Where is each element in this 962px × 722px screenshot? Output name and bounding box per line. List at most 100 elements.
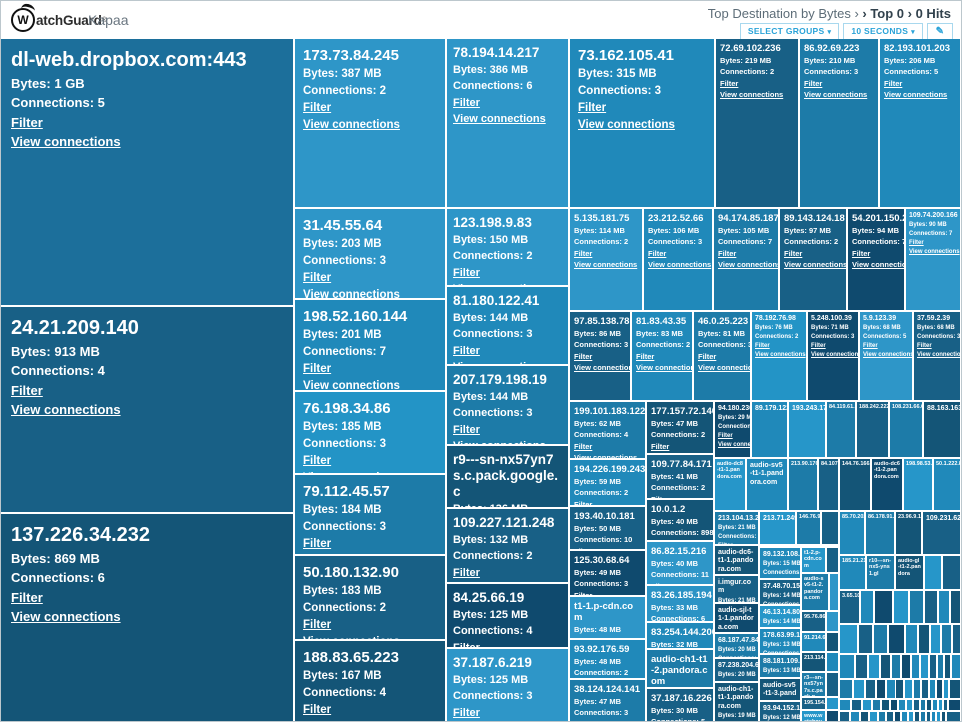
cell-view-connections-link[interactable]: View connections <box>453 438 546 444</box>
cell-filter-link[interactable]: Filter <box>811 343 826 350</box>
treemap-cell[interactable]: r3---sn-nx57yn7s.c.pack.g <box>802 673 825 696</box>
treemap-cell[interactable] <box>937 712 940 721</box>
treemap-cell[interactable]: 109.231.62.170 <box>923 512 960 554</box>
treemap-cell[interactable] <box>905 680 912 698</box>
treemap-cell[interactable] <box>899 700 905 710</box>
treemap-cell[interactable] <box>906 625 917 653</box>
cell-filter-link[interactable]: Filter <box>648 248 667 258</box>
treemap-cell[interactable] <box>827 653 838 671</box>
treemap-cell[interactable] <box>938 655 943 678</box>
cell-view-connections-link[interactable]: View connections <box>804 89 868 99</box>
treemap-cell[interactable] <box>856 655 867 678</box>
treemap-cell[interactable] <box>921 655 928 678</box>
treemap-cell[interactable] <box>927 700 931 710</box>
treemap-cell[interactable]: 3.65.10 <box>840 591 859 623</box>
treemap-cell[interactable]: audio-ch1-t1-1.pandora.com Bytes: 19 MB Co… <box>715 683 758 721</box>
cell-view-connections-link[interactable]: View connections <box>453 113 546 126</box>
treemap-cell[interactable] <box>951 591 960 623</box>
cell-view-connections-link[interactable]: View connections <box>574 452 638 458</box>
cell-filter-link[interactable]: Filter <box>303 538 332 551</box>
treemap-cell[interactable] <box>952 655 960 678</box>
cell-view-connections-link[interactable]: View connections <box>718 259 778 269</box>
treemap-cell[interactable]: 213.114.129.63 <box>802 653 825 671</box>
treemap-cell[interactable] <box>894 591 908 623</box>
treemap-cell[interactable]: 91.214.68.41 <box>802 633 825 651</box>
treemap-cell[interactable] <box>932 712 935 721</box>
cell-filter-link[interactable]: Filter <box>636 351 655 361</box>
treemap-cell[interactable]: 94.174.85.187 Bytes: 105 MB Connections: 7… <box>714 209 778 310</box>
cell-filter-link[interactable]: Filter <box>755 343 770 350</box>
treemap-cell[interactable]: dl-web.dropbox.com:443 Bytes: 1 GB Connect… <box>1 39 293 305</box>
treemap-cell[interactable]: 123.198.9.83 Bytes: 150 MB Connections: 2 F… <box>447 209 568 285</box>
treemap-cell[interactable] <box>902 655 910 678</box>
cell-filter-link[interactable]: Filter <box>909 240 924 247</box>
treemap-cell[interactable] <box>866 680 875 698</box>
cell-view-connections-link[interactable]: View connections <box>453 581 546 582</box>
treemap-cell[interactable]: 89.179.122.55 <box>752 402 787 457</box>
treemap-cell[interactable] <box>921 700 925 710</box>
treemap-cell[interactable] <box>891 700 897 710</box>
treemap-cell[interactable]: 137.226.34.232 Bytes: 869 MB Connections: … <box>1 514 293 721</box>
cell-filter-link[interactable]: Filter <box>574 590 592 595</box>
cell-filter-link[interactable]: Filter <box>303 272 332 285</box>
cell-filter-link[interactable]: Filter <box>698 351 717 361</box>
treemap-cell[interactable] <box>902 712 907 721</box>
treemap-cell[interactable]: 213.90.176.10 <box>789 459 817 510</box>
treemap-cell[interactable]: 198.98.53.216 <box>904 459 932 510</box>
treemap-cell[interactable]: 195.154.69.164 <box>802 698 825 709</box>
treemap-cell[interactable]: 109.74.200.166 Bytes: 90 MB Connections: 7… <box>906 209 960 310</box>
cell-view-connections-link[interactable]: View connections <box>811 352 858 359</box>
treemap-cell[interactable] <box>892 655 900 678</box>
cell-filter-link[interactable]: Filter <box>303 363 332 376</box>
treemap-cell[interactable]: 198.52.160.144 Bytes: 201 MB Connections: … <box>295 300 445 390</box>
treemap-cell[interactable]: 213.104.13.230 Bytes: 21 MB Connections: 4… <box>715 512 758 544</box>
treemap-cell[interactable]: audio-sv5-t1-1.pandora.com <box>747 459 787 510</box>
treemap-cell[interactable] <box>877 680 885 698</box>
treemap-cell[interactable] <box>863 700 871 710</box>
cell-view-connections-link[interactable]: View connections <box>698 362 750 372</box>
cell-filter-link[interactable]: Filter <box>11 114 43 130</box>
treemap-cell[interactable] <box>851 712 859 721</box>
treemap-cell[interactable] <box>912 655 919 678</box>
treemap-cell[interactable] <box>925 591 937 623</box>
cell-view-connections-link[interactable]: View connections <box>636 362 692 372</box>
treemap-cell[interactable] <box>942 625 951 653</box>
treemap-cell[interactable] <box>827 633 838 651</box>
cell-filter-link[interactable]: Filter <box>651 539 669 541</box>
cell-filter-link[interactable]: Filter <box>453 706 480 719</box>
treemap-cell[interactable]: 173.73.84.245 Bytes: 387 MB Connections: 2… <box>295 39 445 207</box>
treemap-cell[interactable] <box>827 673 838 696</box>
cell-filter-link[interactable]: Filter <box>11 382 43 398</box>
cell-filter-link[interactable]: Filter <box>804 78 823 88</box>
cell-view-connections-link[interactable]: View connections <box>453 359 546 364</box>
cell-view-connections-link[interactable]: View connections <box>648 259 712 269</box>
treemap-cell[interactable]: 38.124.124.141 Bytes: 47 MB Connections: 3… <box>570 680 645 721</box>
cell-filter-link[interactable]: Filter <box>784 248 803 258</box>
treemap-cell[interactable]: 213.71.249.114 <box>760 512 795 544</box>
treemap-cell[interactable]: 207.179.198.19 Bytes: 144 MB Connections: … <box>447 366 568 444</box>
treemap-cell[interactable] <box>861 591 873 623</box>
cell-view-connections-link[interactable]: View connections <box>852 259 904 269</box>
treemap-cell[interactable]: 24.21.209.140 Bytes: 913 MB Connections: 4… <box>1 307 293 512</box>
cell-view-connections-link[interactable]: View connections <box>303 289 400 298</box>
treemap-cell[interactable] <box>859 625 872 653</box>
treemap-cell[interactable]: 194.226.199.243 Bytes: 59 MB Connections: … <box>570 460 645 505</box>
cell-filter-link[interactable]: Filter <box>453 344 480 357</box>
treemap-cell[interactable] <box>840 700 850 710</box>
treemap-cell[interactable]: r10---sn-nx5-yns1.gl <box>867 556 894 589</box>
treemap-cell[interactable] <box>944 700 947 710</box>
treemap-cell[interactable] <box>933 700 937 710</box>
cell-filter-link[interactable]: Filter <box>863 343 878 350</box>
cell-filter-link[interactable]: Filter <box>453 640 480 647</box>
